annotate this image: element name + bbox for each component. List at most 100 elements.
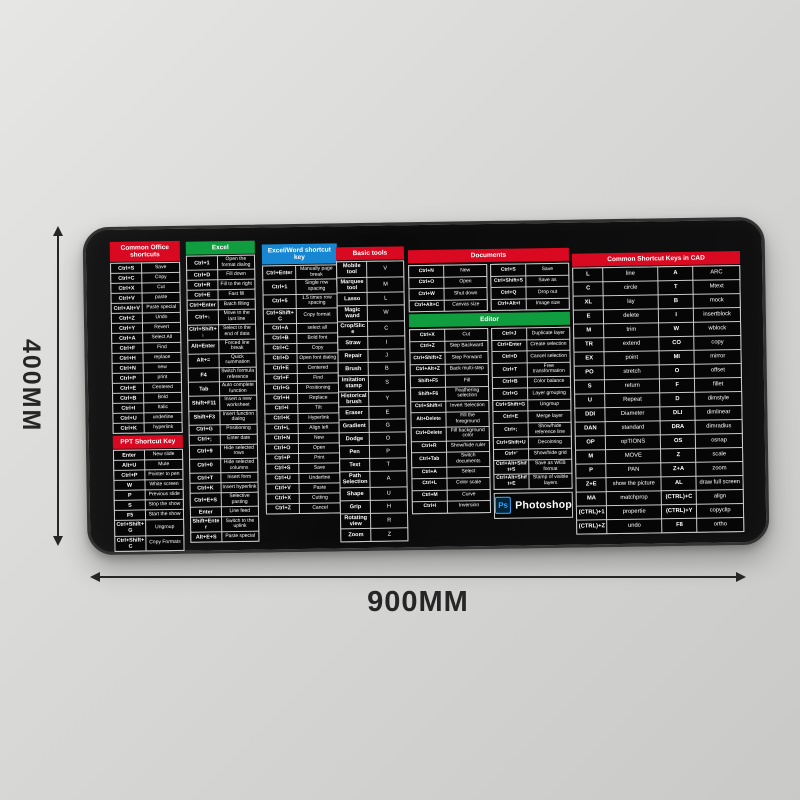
shortcut-key: Shift+Enter [191,517,221,533]
shortcut-action: dimlinear [695,406,742,420]
shortcut-key: Ctrl+B [492,377,528,389]
shortcut-key: Ctrl+C [264,343,297,354]
shortcut-key: Alt+U [114,460,145,471]
shortcut-action: Ungroup [146,520,184,535]
shortcut-action: Paste special [142,303,180,313]
shortcut-action: Positioning [298,383,339,393]
shortcut-key: P [576,464,606,478]
psdoc-split: Ctrl+N New Ctrl+O Open Ctrl+W Shut down Ctrl+A… [408,262,570,313]
shortcut-key: Ctrl+K [265,413,298,424]
shortcut-key: Ctrl+P [114,470,145,481]
psdoc-split-left: Ctrl+X Cut Ctrl+Z Step Backward Ctrl+Shift+Z… [409,327,491,519]
shortcut-key: Ctrl+Q [491,287,526,299]
shortcut-key: L [573,268,603,282]
shortcut-action: Cancel [300,503,340,513]
shortcut-key: Ctrl+O [265,443,299,454]
shortcut-action: Pointer to pen [145,470,183,480]
height-dimension-label-wrap: 400MM [16,228,45,544]
shortcut-key: Shape [340,487,371,500]
shortcut-key: Ctrl+A [112,333,143,344]
psdoc-split-left: Ctrl+N New Ctrl+O Open Ctrl+W Shut down Ctrl+A… [408,263,488,313]
shortcut-action: Insert form [221,472,258,483]
shortcut-key: Ctrl+K [190,483,221,493]
office-table: Ctrl+S Save Ctrl+C Copy Ctrl+X Cut Ctrl+V paste… [110,262,183,435]
shortcut-key: Crop/Slice [337,321,368,337]
shortcut-action: Italic [144,403,182,413]
shortcut-action: Copy [297,343,338,353]
shortcut-key: DRA [660,420,696,435]
shortcut-key: Tab [188,382,219,397]
height-dimension-label: 400MM [17,339,45,433]
shortcut-key: Ctrl+B [264,333,297,344]
shortcut-action: standard [605,421,660,436]
shortcut-key: Mobile tool [337,262,367,278]
shortcut-action: Open [444,276,487,288]
shortcut-action: T [370,458,407,472]
shortcut-action: Drop out [526,286,569,299]
shortcut-action: Quick summation [219,353,256,368]
shortcut-action: Underline [299,473,340,483]
shortcut-key: Ctrl+F [264,373,298,384]
shortcut-key: Ctrl+C [111,273,142,284]
shortcut-key: Ctrl+H [112,353,143,364]
shortcut-action: trim [604,323,659,338]
shortcut-action: new [143,363,181,373]
shortcut-key: Ctrl+N [409,265,444,277]
shortcut-action: P [370,445,407,459]
shortcut-action: G [369,419,406,433]
shortcut-key: DLI [660,406,695,421]
shortcut-key: PO [574,366,605,380]
shortcut-key: Ctrl+N [265,433,299,444]
shortcut-action: propertie [607,505,662,520]
shortcut-action: U [370,486,407,500]
shortcut-action: Paste special [221,532,259,542]
shortcut-action: Save as WEB format [529,459,572,474]
shortcut-key: Ctrl+J [492,328,527,340]
shortcut-action: Show/hide ruler [447,440,490,453]
shortcut-key: Ctrl+R [187,280,218,291]
shortcut-action: Z [371,528,408,542]
panel-tools: Basic tools Mobile tool V Marquee tool M Lass… [335,246,409,543]
shortcut-key: Ctrl+E [187,290,218,301]
shortcut-key: T [658,280,693,295]
shortcut-action: Repeat [605,393,660,408]
shortcut-key: F8 [662,518,697,533]
shortcut-action: Cancel selection [527,351,570,363]
panel-excel: Excel Ctrl+1 Open the format dialog Ctrl+D F… [185,240,260,544]
shortcut-action: Step Forward [445,352,488,364]
shortcut-action: Start the show [146,510,184,520]
shortcut-key: Ctrl+E [264,363,298,374]
shortcut-action: Ungroup [528,399,571,411]
shortcut-key: Ctrl+Enter [263,266,296,281]
shortcut-action: Find [298,373,338,383]
psdoc-table: Ctrl+S Save Ctrl+Shift+S Save as Ctrl+Q Drop … [490,262,570,312]
shortcut-action: Mute [145,460,183,470]
shortcut-action: New [299,433,339,443]
shortcut-action: Move to the last line [218,310,255,324]
shortcut-action: circle [603,281,658,296]
shortcut-key: B [658,294,694,309]
shortcut-key: TR [574,338,604,352]
shortcut-key: Ctrl+↓ [187,310,218,325]
office-table: Enter New slide Alt+U Mute Ctrl+P Pointer to … [112,449,185,552]
shortcut-action: Stamp of visible layers [529,474,572,488]
shortcut-action: Fill the foreground [446,412,489,427]
shortcut-action: Switch to the uplink [221,516,259,532]
shortcut-action: Hide selected columns [220,458,258,473]
shortcut-key: P [114,490,145,501]
shortcut-key: CO [659,336,694,351]
shortcut-key: Ctrl+S [266,463,299,474]
panel-office: Common Office shortcuts Ctrl+S Save Ctrl+C C… [109,240,185,552]
shortcut-key: Ctrl+Enter [492,340,527,352]
shortcut-action: New slide [145,450,183,460]
shortcut-action: Fill [446,375,489,387]
shortcut-key: Ctrl+X [111,283,142,294]
shortcut-key: C [573,282,603,296]
shortcut-key: Alt+= [188,354,219,368]
shortcut-action: point [604,351,659,366]
shortcut-action: select all [297,323,338,333]
excel-table: Ctrl+1 Open the format dialog Ctrl+D Fill d… [185,254,260,544]
shortcut-key: I [658,308,694,323]
shortcut-action: Color balance [528,376,571,388]
shortcut-key: E [573,310,604,324]
